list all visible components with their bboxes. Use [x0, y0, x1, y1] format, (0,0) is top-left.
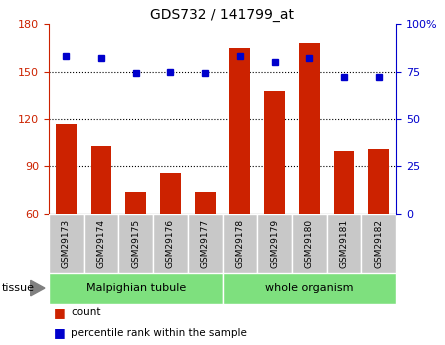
Bar [292, 214, 327, 273]
Bar [49, 273, 222, 304]
Text: GSM29180: GSM29180 [305, 219, 314, 268]
Bar [230, 48, 250, 214]
Bar [56, 124, 77, 214]
Text: Malpighian tubule: Malpighian tubule [85, 283, 186, 293]
Text: GSM29177: GSM29177 [201, 219, 210, 268]
Bar [153, 214, 188, 273]
Text: ■: ■ [53, 306, 65, 319]
Bar [368, 149, 389, 214]
Bar [257, 214, 292, 273]
Bar [49, 214, 84, 273]
Text: GSM29173: GSM29173 [62, 219, 71, 268]
Text: GSM29176: GSM29176 [166, 219, 175, 268]
Text: ■: ■ [53, 326, 65, 339]
Title: GDS732 / 141799_at: GDS732 / 141799_at [150, 8, 295, 22]
Bar [188, 214, 222, 273]
Text: percentile rank within the sample: percentile rank within the sample [71, 328, 247, 338]
Text: count: count [71, 307, 101, 317]
Text: whole organism: whole organism [265, 283, 353, 293]
Bar [222, 273, 396, 304]
Bar [334, 151, 354, 214]
Bar [125, 192, 146, 214]
Text: tissue: tissue [2, 283, 35, 293]
Polygon shape [31, 280, 45, 296]
Text: GSM29181: GSM29181 [340, 219, 348, 268]
Bar [160, 173, 181, 214]
Bar [299, 43, 320, 214]
Text: GSM29178: GSM29178 [235, 219, 244, 268]
Bar [91, 146, 111, 214]
Bar [264, 90, 285, 214]
Bar [84, 214, 118, 273]
Text: GSM29179: GSM29179 [270, 219, 279, 268]
Text: GSM29174: GSM29174 [97, 219, 105, 268]
Bar [327, 214, 361, 273]
Bar [118, 214, 153, 273]
Bar [195, 192, 215, 214]
Bar [222, 214, 257, 273]
Text: GSM29175: GSM29175 [131, 219, 140, 268]
Bar [361, 214, 396, 273]
Text: GSM29182: GSM29182 [374, 219, 383, 268]
